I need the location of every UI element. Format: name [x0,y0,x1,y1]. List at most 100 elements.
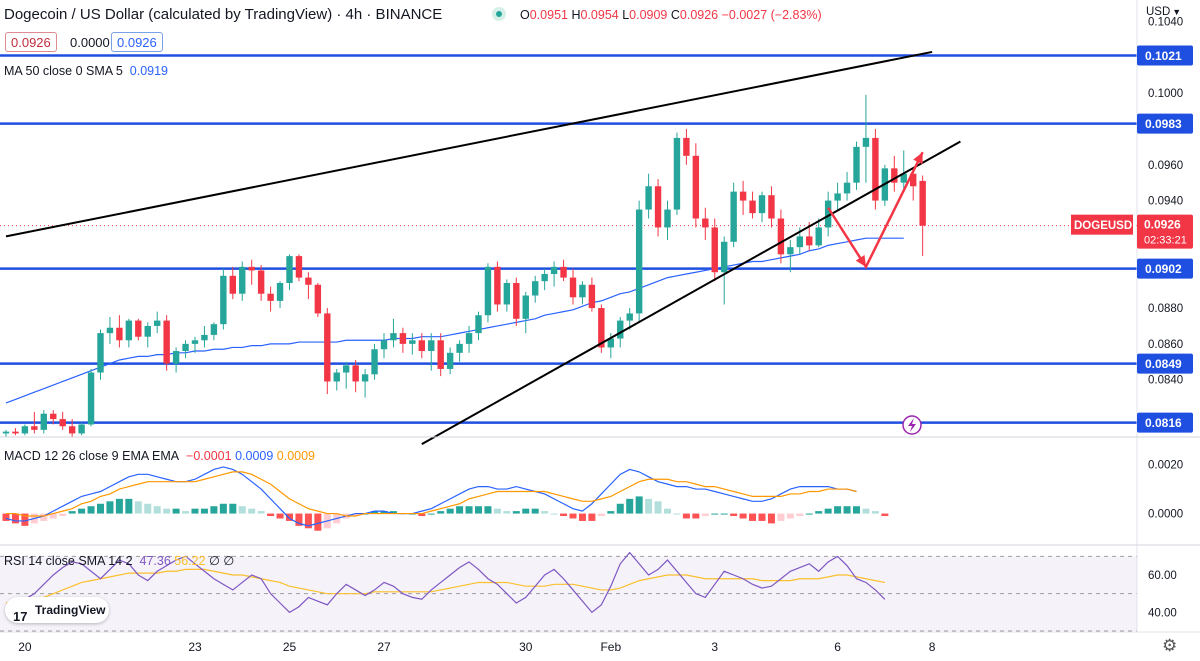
macd-histogram-bar [824,508,832,514]
candle [900,150,907,192]
candle-body [730,191,737,242]
time-tick-label: 6 [834,640,841,654]
trendlines[interactable] [5,50,961,446]
macd-histogram-bar [389,511,397,514]
macd-histogram-bar [257,511,265,514]
time-tick-label: 23 [188,640,202,654]
macd-histogram-bar [191,508,199,514]
rsi-legend[interactable]: RSI 14 close SMA 14 2 47.36 56.22 ∅ ∅ [4,554,235,568]
price-tag-box [1137,214,1193,249]
macd-histogram-bar [692,513,700,519]
macd-histogram-bar [531,508,539,514]
macd-histogram-bar [144,503,152,514]
projection-arrow[interactable] [827,151,924,270]
time-axis[interactable]: 20 23 25 27 30 Feb 3 6 8 [0,631,1200,654]
candle-body [68,426,76,434]
gear-icon[interactable]: ⚙ [1162,636,1178,655]
candle [494,261,501,312]
candle-body [853,146,860,183]
macd-histogram-bar [805,513,813,515]
candle-body [144,325,151,337]
macd-legend[interactable]: MACD 12 26 close 9 EMA EMA −0.0001 0.000… [4,449,316,463]
sell-price-button[interactable]: 0.0926 [5,32,57,52]
macd-histogram-bar [578,513,586,521]
candle [125,318,133,348]
candle [739,180,747,215]
candle [191,336,199,353]
candle-body [683,137,690,156]
candle [456,340,463,362]
candle-body [522,295,529,319]
macd-histogram-bar [730,513,738,517]
candle [919,175,926,257]
macd-tick-label: 0.0000 [1148,509,1183,521]
macd-histogram-bar [749,513,757,521]
price-tick-label: 0.0860 [1148,339,1183,351]
candle [305,272,312,300]
candle-body [673,137,681,210]
trendline [421,140,961,446]
candle-body [815,227,822,246]
market-status-icon[interactable] [492,7,506,21]
macd-histogram-bar [777,513,785,521]
candle [78,422,85,436]
macd-histogram-bar [862,508,870,514]
candle [248,259,255,285]
macd-histogram-bar [49,513,57,519]
tradingview-logo-icon: 17 [13,609,28,624]
candle-body [399,333,407,344]
level-label: 0.1021 [1145,49,1182,63]
candle-body [541,274,548,282]
candle [220,268,227,330]
symbol-title[interactable]: Dogecoin / US Dollar (calculated by Trad… [4,6,443,23]
candle-body [919,180,926,226]
lightning-icon[interactable] [902,415,922,435]
level-label-box [1137,353,1193,374]
macd-histogram-bar [40,513,48,521]
macd-histogram-bar [673,513,681,515]
candle [654,179,662,237]
macd-histogram-bar [87,506,95,514]
candle-body [106,327,114,334]
candle [31,411,38,434]
macd-histogram-bar [512,511,520,514]
candle [598,304,605,353]
candle-body [116,327,123,341]
candle-body [598,308,605,348]
candle-body [513,282,520,319]
candle [437,333,444,377]
candle [163,315,170,371]
candle [446,347,454,375]
candle [853,141,860,190]
macd-histogram-bar [68,511,76,514]
macd-histogram-bar [767,513,775,524]
ma-legend[interactable]: MA 50 close 0 SMA 5 0.0919 [4,64,168,78]
candle-body [267,293,274,301]
time-tick-label: 25 [283,640,297,654]
candle [503,279,511,312]
macd-histogram-bar [834,506,842,514]
candle-body [891,168,898,183]
macd-histogram-bar [616,503,624,514]
candle-body [172,351,180,364]
level-label-box [1137,258,1193,279]
countdown-label: 02:33:21 [1144,235,1187,247]
macd-histogram-bar [635,496,643,514]
price-axis[interactable]: 0.1040 0.1000 0.0960 0.0940 0.0880 0.0860 0.08… [0,0,1200,632]
candle [711,218,718,282]
macd-histogram-bar [560,513,568,517]
candle [428,333,435,371]
currency-selector[interactable]: USD ▼ [1146,6,1182,18]
macd-histogram-bar [588,513,596,521]
ohlc-readout: O0.0951 H0.0954 L0.0909 C0.0926 −0.0027 … [520,8,822,22]
macd-histogram-bar [550,513,558,515]
candle-body [635,209,643,314]
macd-histogram-bar [522,508,530,514]
buy-price-button[interactable]: 0.0926 [111,32,163,52]
candle-body [428,340,435,352]
candle [361,368,369,398]
tradingview-logo[interactable]: 17 TradingView [5,597,109,624]
candle [276,281,284,309]
candle-body [210,324,218,335]
